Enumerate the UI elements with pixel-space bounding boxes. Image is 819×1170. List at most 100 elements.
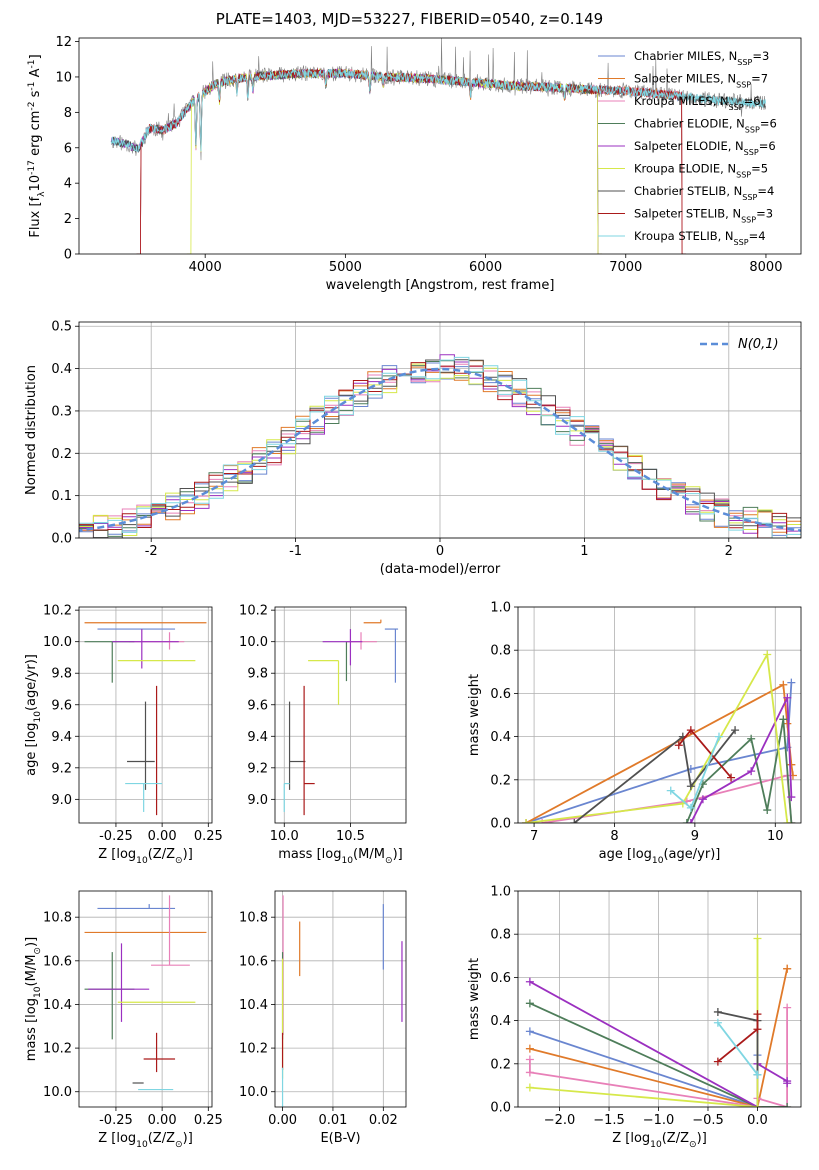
y-tick-label: 10 — [55, 70, 72, 85]
axes-frame — [78, 606, 213, 824]
y-tick-label: 0.8 — [490, 644, 511, 659]
y-tick-label: 10.2 — [239, 1042, 268, 1057]
y-tick-label: 9.4 — [247, 730, 268, 745]
axes-frame — [78, 321, 802, 539]
label-text-run: (M/M — [24, 955, 39, 987]
label-text-run: Z [log — [98, 1131, 136, 1146]
x-tick-label: 0.00 — [148, 829, 177, 844]
x-axis-label: mass [log10(M/M⊙)] — [278, 847, 402, 866]
weight-series-marker — [682, 819, 691, 823]
y-tick-label: 9.8 — [247, 667, 268, 682]
x-tick-label: −1.5 — [593, 1113, 625, 1128]
label-text-run: age [log — [24, 723, 39, 776]
weight-series-line — [529, 1002, 788, 1107]
y-axis-label: Normed distribution — [24, 365, 39, 495]
axes-frame — [274, 890, 407, 1108]
weight-series-line — [573, 729, 736, 823]
label-text-run: Z [log — [612, 1131, 650, 1146]
weight-series-marker — [686, 726, 695, 735]
label-text-run: =6 — [759, 139, 776, 153]
label-text-run: 10 — [652, 856, 664, 866]
y-tick-label: 1.0 — [490, 601, 511, 616]
weight-series-line — [529, 938, 759, 1107]
label-text-run: E(B-V) — [320, 1131, 360, 1146]
label-text-run: SSP — [744, 148, 759, 157]
residual-histogram — [79, 356, 801, 538]
label-text-run: ⊙ — [689, 1140, 697, 1150]
x-tick-label: 6000 — [469, 260, 502, 275]
x-axis-label: Z [log10(Z/Z⊙)] — [98, 847, 193, 866]
label-text-run: (data-model)/error — [380, 562, 501, 577]
weight-series-marker — [787, 819, 796, 823]
label-text-run: A — [28, 68, 43, 81]
y-tick-label: 0.3 — [51, 404, 72, 419]
label-text-run: =3 — [756, 207, 773, 221]
plot-area-spectrum — [110, 38, 767, 254]
x-tick-label: 0.00 — [268, 1113, 297, 1128]
y-axis-label: Flux [fλ10-17 erg cm-2 s-1 A-1] — [27, 54, 47, 237]
y-axis-label: mass weight — [467, 674, 482, 756]
label-text-run: age [log — [599, 847, 652, 862]
weight-series-marker — [674, 741, 683, 750]
weight-series-marker — [753, 1010, 762, 1019]
weight-series-marker — [753, 1070, 762, 1079]
label-text-run: -1 — [27, 59, 37, 68]
label-text-run: Z [log — [98, 847, 136, 862]
weight-series-marker — [783, 719, 792, 728]
label-text-run: 10 — [136, 1140, 148, 1150]
y-tick-label: 10.6 — [239, 954, 268, 969]
axes-frame — [78, 37, 802, 255]
x-tick-label: 10.5 — [336, 829, 365, 844]
x-tick-label: -2 — [145, 544, 158, 559]
y-tick-label: 0.5 — [51, 320, 72, 335]
weight-series-marker — [779, 715, 788, 724]
y-axis-label: mass weight — [467, 958, 482, 1040]
y-tick-label: 9.4 — [51, 730, 72, 745]
weight-series-marker — [570, 819, 579, 823]
x-tick-label: 8000 — [749, 260, 782, 275]
plot-area-weight-vs-Z — [525, 934, 792, 1107]
x-tick-label: 0.25 — [194, 1113, 223, 1128]
y-tick-label: 0.4 — [51, 362, 72, 377]
weight-series-marker — [686, 819, 695, 823]
model-spectrum — [110, 68, 767, 153]
y-tick-label: 0 — [64, 248, 72, 263]
x-tick-label: 0 — [436, 544, 444, 559]
weight-series-marker — [783, 964, 792, 973]
legend-entry: Kroupa STELIB, NSSP=4 — [634, 229, 766, 247]
weight-series-line — [529, 968, 788, 1107]
label-text-run: 10 — [33, 711, 43, 723]
y-tick-label: 10.8 — [239, 911, 268, 926]
label-text-run: -1 — [27, 82, 37, 91]
label-text-run: 10 — [341, 856, 353, 866]
y-tick-label: 12 — [55, 35, 72, 50]
weight-series-marker — [525, 1068, 534, 1077]
x-tick-label: -1 — [289, 544, 302, 559]
x-axis-label: wavelength [Angstrom, rest frame] — [326, 278, 555, 293]
y-tick-label: 8 — [64, 106, 72, 121]
x-axis-label: Z [log10(Z/Z⊙)] — [98, 1131, 193, 1150]
label-text-run: Normed distribution — [24, 365, 39, 495]
x-axis-label: E(B-V) — [320, 1131, 360, 1146]
y-tick-label: 2 — [64, 212, 72, 227]
axes-frame — [517, 606, 802, 824]
axes-residuals: -2 -1 0 1 2 0.0 0.1 0.2 0.3 0.4 0.5 (data-model)/er… — [24, 320, 802, 577]
label-text-run: =4 — [757, 184, 774, 198]
label-text-run: N(0,1) — [738, 337, 779, 352]
axes-age-vs-mass: 10.0 10.5 9.0 9.2 9.4 9.6 9.8 10.0 10.2 mass [log… — [239, 604, 407, 866]
x-tick-label: 2 — [725, 544, 733, 559]
y-tick-label: 0.2 — [490, 773, 511, 788]
x-tick-label: 10.0 — [270, 829, 299, 844]
weight-series-marker — [787, 793, 796, 802]
plot-area-mass-vs-ebv — [281, 895, 403, 1107]
weight-series-marker — [686, 803, 695, 812]
y-tick-label: 10.2 — [43, 1042, 72, 1057]
label-text-run: ] — [28, 54, 43, 59]
label-text-run: SSP — [741, 215, 756, 224]
label-text-run: SSP — [734, 238, 749, 247]
x-axis-label: Z [log10(Z/Z⊙)] — [612, 1131, 707, 1150]
axes-mass-vs-ebv: 0.00 0.01 0.02 10.0 10.2 10.4 10.6 10.8 E(B-V) — [239, 890, 407, 1146]
y-axis-label: age [log10(age/yr)] — [24, 654, 43, 776]
label-text-run: Kroupa MILES, N — [634, 94, 729, 108]
